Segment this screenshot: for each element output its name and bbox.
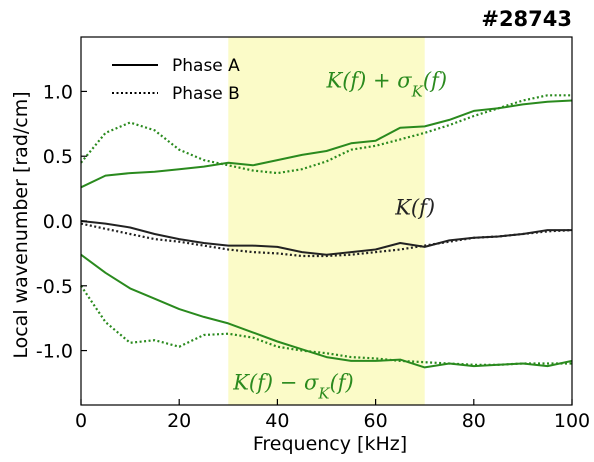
series-line-0-phase-a <box>80 220 572 256</box>
series-line-5-phase-b <box>80 285 572 366</box>
x-axis-ticks: 0 20 40 60 80 100 <box>75 399 590 432</box>
y-tick-label: 0.5 <box>43 146 73 168</box>
y-tick-label: 0.0 <box>43 211 73 233</box>
annotation-0: K(f) + σK(f) <box>326 69 448 101</box>
legend: Phase A Phase B <box>112 56 240 104</box>
y-tick-label: -0.5 <box>36 276 73 298</box>
x-tick-label: 0 <box>75 410 87 432</box>
y-tick-label: -1.0 <box>36 341 73 363</box>
series-line-2-phase-a <box>80 99 573 189</box>
x-tick-label: 60 <box>364 410 388 432</box>
x-tick-label: 100 <box>554 410 590 432</box>
annotation-1: K(f) <box>394 196 435 220</box>
highlight-band-layer <box>228 37 425 405</box>
x-tick-label: 40 <box>265 410 289 432</box>
y-axis-ticks: 1.0 0.5 0.0 -0.5 -1.0 <box>36 81 87 363</box>
highlight-band <box>228 37 425 405</box>
y-tick-label: 1.0 <box>43 81 73 103</box>
annotation-2: K(f) − σK(f) <box>232 370 354 402</box>
x-tick-label: 80 <box>462 410 486 432</box>
legend-label-phase-a: Phase A <box>172 56 240 76</box>
series-line-3-phase-b <box>80 94 572 175</box>
series-layer <box>80 94 573 369</box>
shot-number-label: #28743 <box>481 7 572 31</box>
legend-label-phase-b: Phase B <box>172 84 240 104</box>
x-axis-label: Frequency [kHz] <box>253 433 407 455</box>
x-tick-label: 20 <box>167 410 191 432</box>
annotations: K(f) + σK(f) K(f) K(f) − σK(f) <box>232 69 447 403</box>
y-axis-label: Local wavenumber [rad/cm] <box>10 91 32 358</box>
series-line-1-phase-b <box>80 222 573 258</box>
